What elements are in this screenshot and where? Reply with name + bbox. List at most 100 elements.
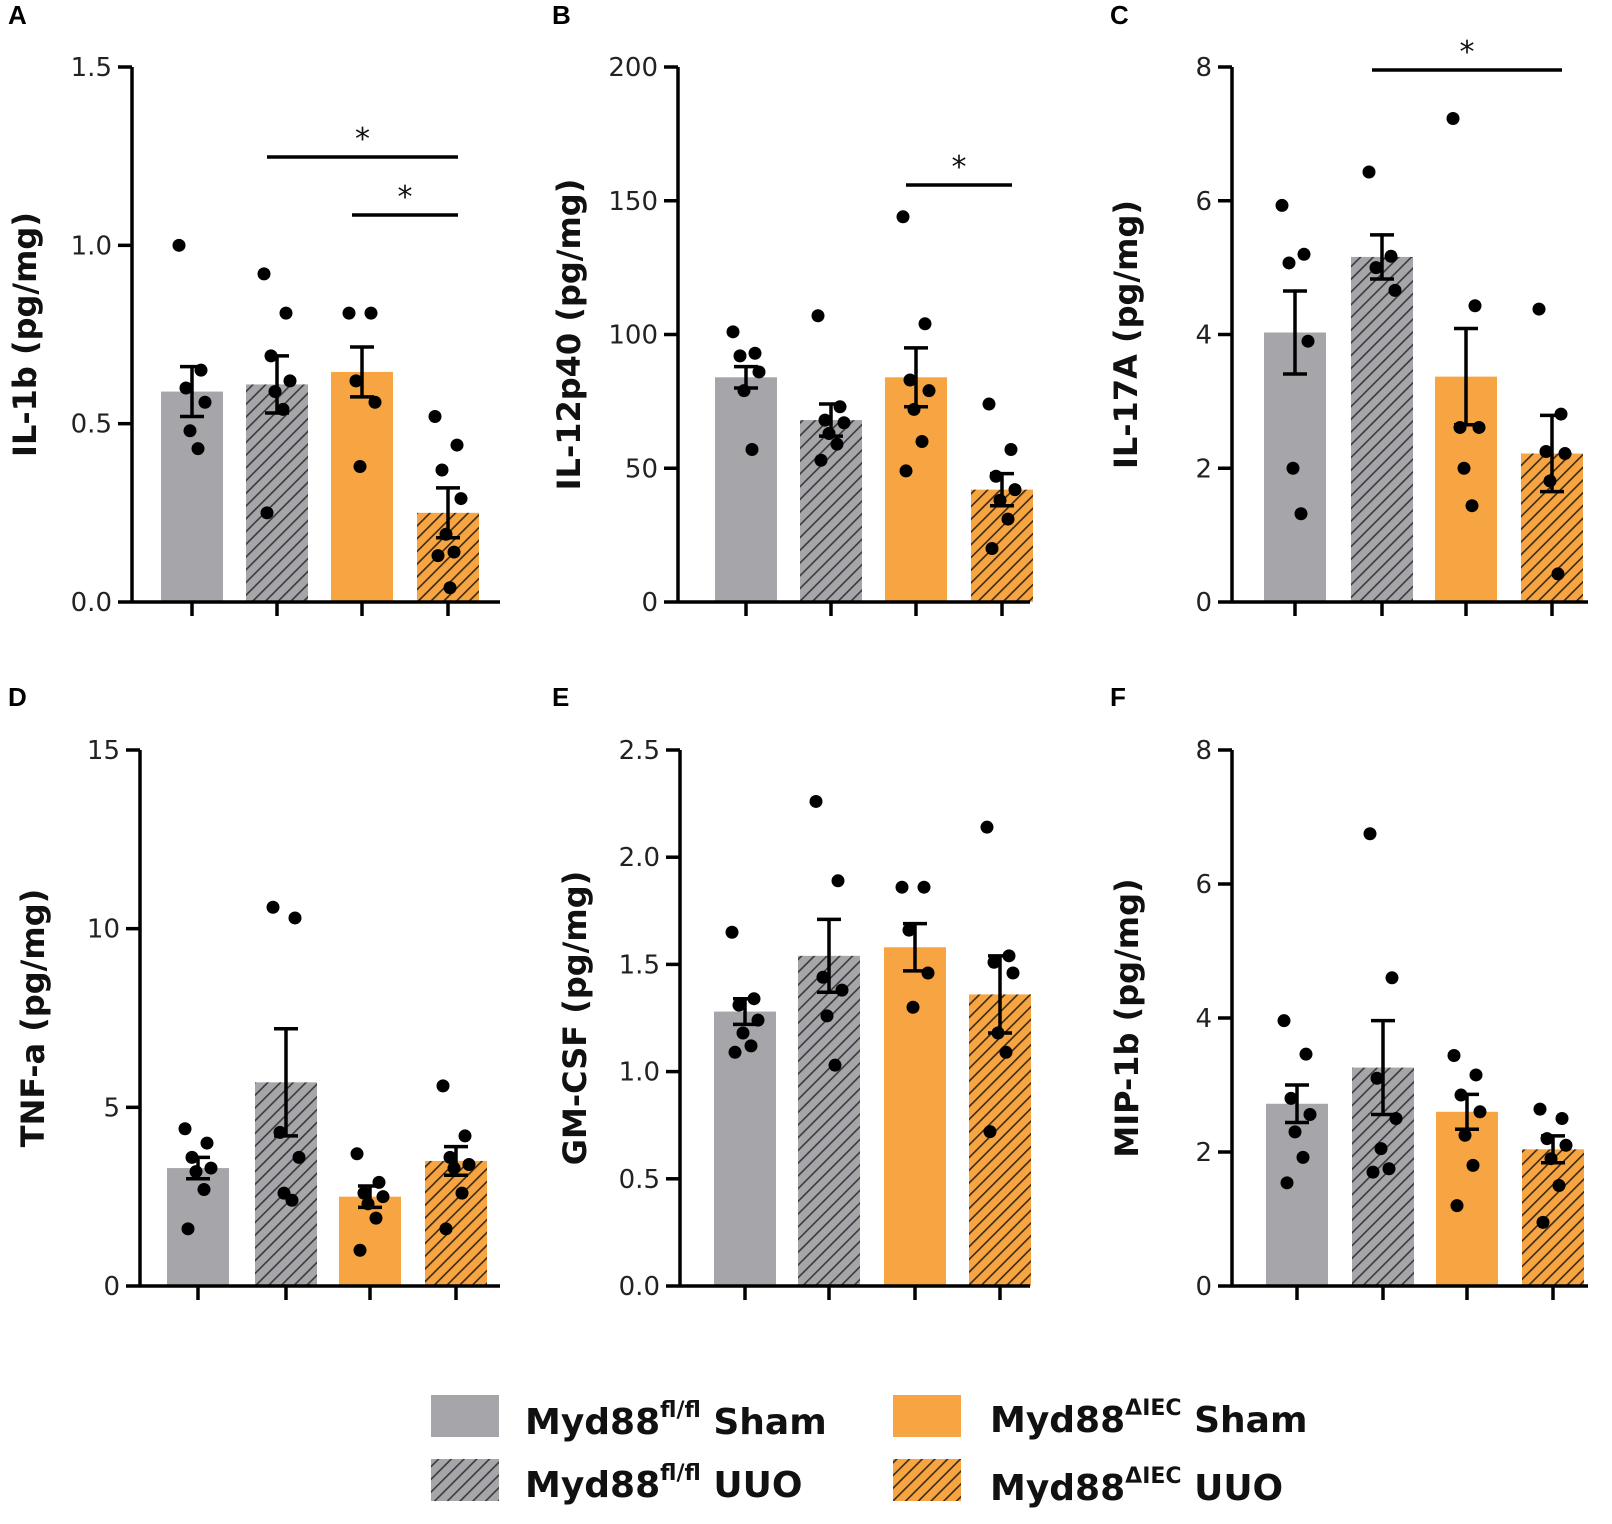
data-point (178, 1122, 192, 1136)
y-tick-label: 8 (1195, 53, 1212, 83)
data-point (917, 880, 931, 894)
legend-label-base: Myd88 (990, 1468, 1125, 1509)
data-point (1472, 420, 1486, 434)
y-tick-label: 1.5 (71, 53, 112, 83)
data-point (903, 373, 917, 387)
data-point (1536, 1215, 1550, 1229)
data-point (1301, 334, 1315, 348)
data-point (732, 998, 746, 1012)
data-point (458, 1129, 472, 1143)
y-tick-label: 50 (625, 454, 658, 484)
data-point (257, 267, 271, 281)
data-point (1465, 499, 1479, 513)
y-tick-label: 6 (1195, 870, 1212, 900)
data-point (1006, 966, 1020, 980)
data-point (820, 1009, 834, 1023)
bar (800, 420, 862, 602)
data-point (1388, 283, 1402, 297)
y-tick-label: 5 (103, 1093, 120, 1123)
data-point (922, 384, 936, 398)
data-point (1458, 1128, 1472, 1142)
data-point (906, 1000, 920, 1014)
data-point (1555, 1112, 1569, 1125)
y-tick-label: 1.0 (619, 1058, 660, 1088)
data-point (369, 1211, 383, 1225)
data-point (737, 384, 751, 398)
bar (715, 377, 777, 602)
legend-diec-sham: Myd88ΔIEC Sham (893, 1395, 1307, 1441)
data-point (204, 1161, 218, 1175)
panel-letter: E (552, 682, 569, 712)
data-point (1543, 474, 1557, 488)
panel-letter: F (1110, 682, 1126, 712)
data-point (279, 306, 293, 320)
y-tick-label: 0 (641, 588, 658, 618)
y-tick-label: 1.5 (619, 950, 660, 980)
data-point (172, 238, 186, 252)
panel-letter: B (552, 0, 571, 30)
svg-text:Myd88ΔIEC UUO: Myd88ΔIEC UUO (990, 1464, 1283, 1509)
data-point (1004, 443, 1018, 457)
y-axis-label: IL-17A (pg/mg) (1107, 200, 1145, 469)
data-point (1008, 483, 1022, 497)
data-point (1288, 1125, 1302, 1139)
data-point (1450, 1199, 1464, 1213)
data-point (987, 955, 1001, 969)
data-point (835, 983, 849, 997)
data-point (183, 424, 197, 438)
data-point (292, 1150, 306, 1164)
data-point (1366, 1165, 1380, 1179)
y-tick-label: 4 (1195, 1004, 1212, 1034)
y-tick-label: 15 (87, 736, 120, 766)
y-tick-label: 8 (1195, 736, 1212, 766)
chart-panels: A0.00.51.01.5IL-1b (pg/mg)**B05010015020… (6, 0, 1588, 1302)
data-point (364, 306, 378, 320)
data-point (1294, 507, 1308, 521)
svg-text:Myd88fl/fl Sham: Myd88fl/fl Sham (525, 1398, 827, 1443)
data-point (443, 581, 457, 595)
data-point (443, 1150, 457, 1164)
significance-star: * (355, 122, 370, 157)
data-point (1457, 461, 1471, 475)
panel-B: B 0 50 100 150 200 IL-12p40 (pg/mg) * (550, 0, 1033, 618)
y-axis-label: IL-12p40 (pg/mg) (550, 179, 588, 491)
legend: Myd88fl/fl Sham Myd88fl/fl UUO Myd88ΔIEC… (431, 1395, 1307, 1509)
data-point (837, 416, 851, 430)
significance-star: * (1460, 35, 1475, 70)
data-point (752, 365, 766, 379)
data-point (1446, 111, 1460, 125)
bar (714, 1011, 776, 1286)
data-point (983, 1125, 997, 1139)
data-point (1369, 261, 1383, 275)
data-point (1303, 1107, 1317, 1121)
legend-label-base: Myd88 (525, 1402, 660, 1443)
data-point (200, 1136, 214, 1150)
y-tick-label: 0.0 (71, 588, 112, 618)
legend-label-suffix: UUO (701, 1465, 803, 1506)
bar (969, 994, 1031, 1286)
data-point (728, 1045, 742, 1059)
significance-star: * (952, 150, 967, 185)
data-point (902, 923, 916, 937)
data-point (455, 1186, 469, 1200)
data-point (895, 880, 909, 894)
bar (425, 1160, 487, 1286)
data-point (980, 820, 994, 834)
data-point (197, 1183, 211, 1197)
y-tick-label: 0.5 (71, 410, 112, 440)
svg-text:Myd88ΔIEC Sham: Myd88ΔIEC Sham (990, 1396, 1307, 1441)
data-point (985, 542, 999, 555)
data-point (1559, 1138, 1573, 1152)
data-point (1275, 198, 1289, 212)
data-point (431, 549, 445, 563)
panel-D: D 0 5 10 15 TNF-a (pg/mg) (8, 682, 500, 1302)
data-point (1447, 1049, 1461, 1063)
data-point (745, 443, 759, 457)
data-point (809, 794, 823, 808)
data-point (266, 900, 280, 914)
bar (246, 384, 308, 602)
legend-diec-uuo: Myd88ΔIEC UUO (893, 1459, 1283, 1509)
data-point (376, 1190, 390, 1204)
data-point (191, 442, 205, 456)
data-point (268, 385, 282, 399)
